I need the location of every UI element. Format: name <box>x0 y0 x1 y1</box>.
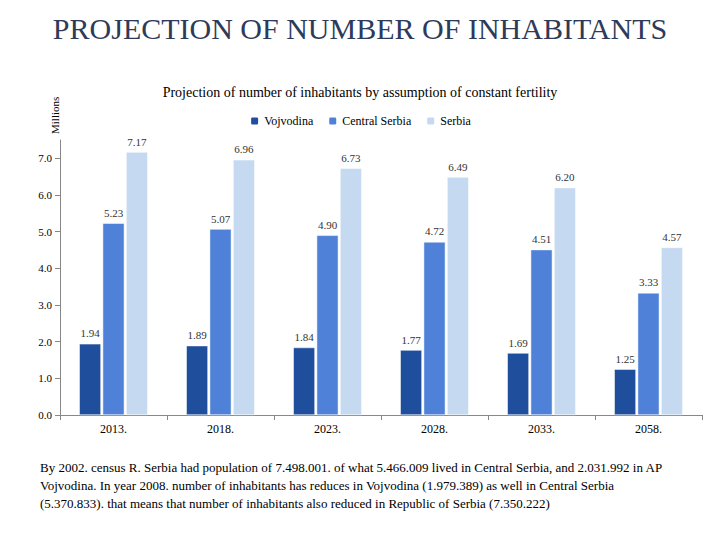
svg-text:PROJECTION OF NUMBER OF INHABI: PROJECTION OF NUMBER OF INHABITANTS <box>53 12 667 45</box>
svg-text:2018.: 2018. <box>207 422 234 436</box>
svg-text:6.96: 6.96 <box>234 143 254 155</box>
svg-text:7.17: 7.17 <box>127 136 147 148</box>
svg-text:Projection of number of inhabi: Projection of number of inhabitants by a… <box>163 85 558 100</box>
svg-text:1.84: 1.84 <box>294 331 314 343</box>
svg-text:1.69: 1.69 <box>508 337 528 349</box>
svg-text:5.23: 5.23 <box>104 207 124 219</box>
svg-text:0.0: 0.0 <box>38 409 52 421</box>
svg-text:3.0: 3.0 <box>38 299 52 311</box>
svg-text:7.0: 7.0 <box>38 152 52 164</box>
svg-text:2033.: 2033. <box>528 422 555 436</box>
svg-text:6.20: 6.20 <box>555 171 575 183</box>
svg-text:4.72: 4.72 <box>425 225 444 237</box>
svg-text:1.77: 1.77 <box>401 334 421 346</box>
svg-text:(5.370.833). that means that n: (5.370.833). that means that number of i… <box>40 496 550 511</box>
svg-text:2028.: 2028. <box>421 422 448 436</box>
svg-text:1.94: 1.94 <box>80 327 100 339</box>
svg-text:1.89: 1.89 <box>187 329 207 341</box>
svg-text:1.0: 1.0 <box>38 372 52 384</box>
svg-text:2023.: 2023. <box>314 422 341 436</box>
svg-text:6.49: 6.49 <box>448 161 468 173</box>
svg-text:5.0: 5.0 <box>38 226 52 238</box>
svg-text:2013.: 2013. <box>100 422 127 436</box>
svg-text:4.0: 4.0 <box>38 262 52 274</box>
svg-text:Vojvodina. In year 2008. numbe: Vojvodina. In year 2008. number of inhab… <box>40 478 617 493</box>
svg-text:4.57: 4.57 <box>662 231 682 243</box>
svg-text:Serbia: Serbia <box>440 114 471 128</box>
svg-text:Central Serbia: Central Serbia <box>342 114 412 128</box>
svg-text:1.25: 1.25 <box>615 353 635 365</box>
svg-text:4.90: 4.90 <box>318 219 338 231</box>
svg-text:6.73: 6.73 <box>341 152 361 164</box>
svg-text:4.51: 4.51 <box>532 233 551 245</box>
svg-text:2.0: 2.0 <box>38 336 52 348</box>
svg-text:5.07: 5.07 <box>211 213 231 225</box>
svg-text:Vojvodina: Vojvodina <box>264 114 314 128</box>
svg-text:3.33: 3.33 <box>639 276 659 288</box>
svg-text:By 2002. census R. Serbia had: By 2002. census R. Serbia had population… <box>40 460 665 475</box>
svg-text:Millions: Millions <box>49 97 61 134</box>
svg-text:2058.: 2058. <box>635 422 662 436</box>
svg-text:6.0: 6.0 <box>38 189 52 201</box>
